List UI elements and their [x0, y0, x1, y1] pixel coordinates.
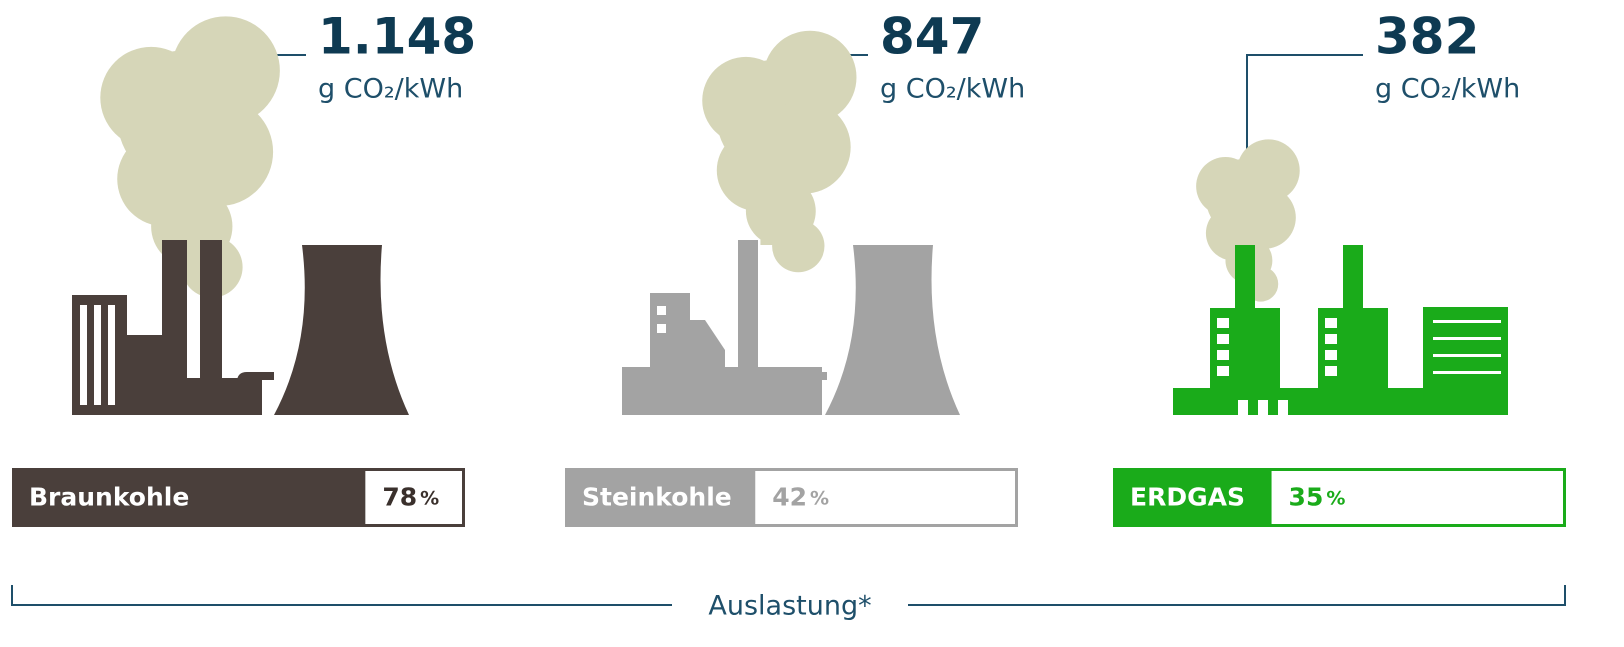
value-label: 78%: [382, 483, 439, 512]
window: [1217, 334, 1229, 344]
axis-label: Auslastung*: [708, 591, 871, 622]
emission-value: 1.148: [318, 8, 476, 66]
building: [622, 367, 822, 415]
window: [1325, 366, 1337, 376]
window: [1325, 350, 1337, 360]
gap: [1258, 400, 1268, 415]
category-label: Braunkohle: [29, 483, 189, 512]
category-label: ERDGAS: [1130, 483, 1245, 512]
value-number: 35: [1289, 483, 1324, 512]
value-unit: %: [420, 487, 439, 509]
chimney: [200, 240, 222, 415]
window: [94, 305, 101, 405]
bar: [1113, 468, 1272, 527]
leader-line: [1246, 54, 1363, 185]
building: [72, 378, 262, 415]
cooling-tower: [825, 245, 960, 415]
emission-unit: g CO₂/kWh: [880, 74, 1025, 105]
cooling-tower: [274, 245, 409, 415]
value-number: 78: [382, 483, 417, 512]
window: [1325, 318, 1337, 328]
bar: [12, 468, 366, 527]
category-label: Steinkohle: [582, 483, 732, 512]
chimney: [1343, 245, 1363, 315]
power-plant: [1173, 245, 1508, 415]
smoke: [760, 205, 790, 245]
window: [657, 306, 666, 315]
value-label: 35%: [1289, 483, 1346, 512]
window: [1217, 350, 1229, 360]
power-plant: [72, 240, 409, 415]
window: [1217, 366, 1229, 376]
value-label: 42%: [772, 483, 829, 512]
emission-cloud: [702, 30, 857, 273]
window: [1217, 318, 1229, 328]
gap: [1278, 400, 1288, 415]
emission-cloud: [100, 16, 280, 298]
window: [1433, 354, 1501, 357]
emission-unit: g CO₂/kWh: [318, 74, 463, 105]
window: [1433, 371, 1501, 374]
window: [1325, 334, 1337, 344]
power-plant: [622, 240, 960, 415]
window: [80, 305, 87, 405]
chimney: [1235, 245, 1255, 315]
window: [108, 305, 115, 405]
gap: [1238, 400, 1248, 415]
window: [657, 324, 666, 333]
building: [1173, 388, 1508, 415]
emission-unit: g CO₂/kWh: [1375, 74, 1520, 105]
value-unit: %: [810, 487, 829, 509]
window: [1433, 337, 1501, 340]
value-unit: %: [1326, 487, 1345, 509]
bracket: [11, 585, 1566, 606]
bar: [565, 468, 756, 527]
emission-value: 847: [880, 8, 984, 66]
value-number: 42: [772, 483, 807, 512]
emission-value: 382: [1375, 8, 1479, 66]
window: [1433, 320, 1501, 323]
